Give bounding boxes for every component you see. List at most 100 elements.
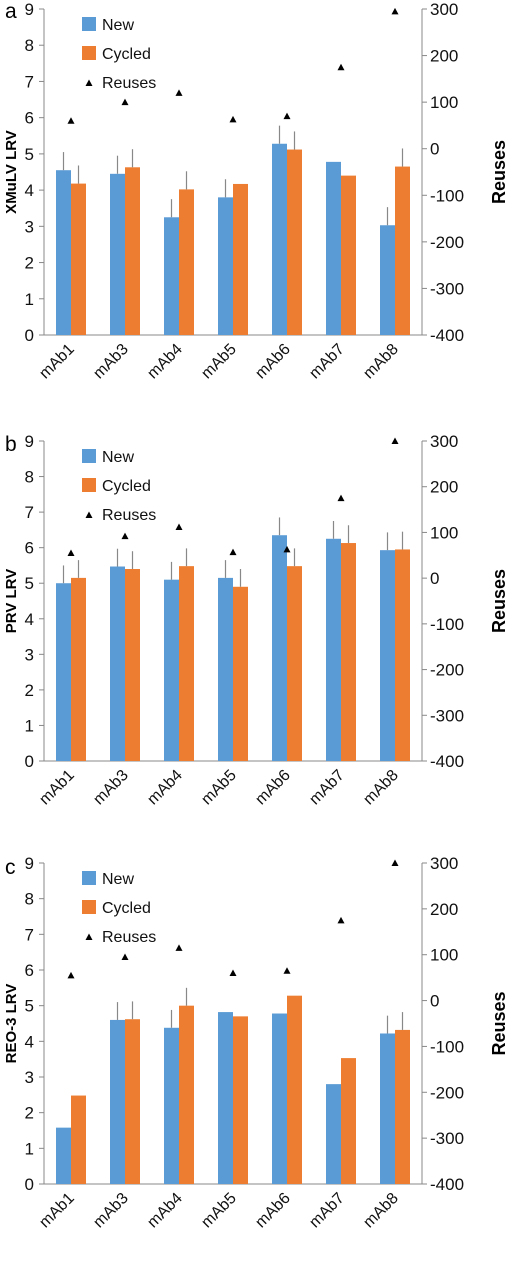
bar-new xyxy=(272,1013,287,1184)
y2-axis-title: Reuses xyxy=(489,140,509,204)
y-tick-label: 2 xyxy=(25,254,34,273)
bar-new xyxy=(110,1019,125,1184)
y2-tick-label: -100 xyxy=(430,1037,464,1056)
bar-new xyxy=(272,535,287,761)
bar-cycled xyxy=(341,1058,356,1184)
y-tick-label: 5 xyxy=(25,574,34,593)
bar-new xyxy=(218,577,233,761)
y-tick-label: 1 xyxy=(25,716,34,735)
category-label: mAb4 xyxy=(144,1190,186,1232)
bar-cycled xyxy=(233,1016,248,1184)
legend-swatch-cycled xyxy=(82,900,96,914)
bar-new xyxy=(326,161,341,335)
category-label: mAb5 xyxy=(198,1190,240,1232)
category-label: mAb6 xyxy=(252,767,294,809)
category-label: mAb7 xyxy=(306,767,348,809)
reuse-marker xyxy=(121,953,129,961)
category-label: mAb4 xyxy=(144,767,186,809)
legend-label: New xyxy=(102,449,134,466)
category-label: mAb5 xyxy=(198,767,240,809)
legend-swatch-cycled xyxy=(82,478,96,492)
y-tick-label: 8 xyxy=(25,890,34,909)
category-label: mAb3 xyxy=(90,767,132,809)
y-tick-label: 9 xyxy=(25,854,34,873)
y-tick-label: 6 xyxy=(25,109,34,128)
y2-tick-label: 100 xyxy=(430,946,458,965)
category-label: mAb1 xyxy=(36,767,78,809)
y-tick-label: 7 xyxy=(25,72,34,91)
y2-tick-label: -400 xyxy=(430,752,464,771)
y-tick-label: 9 xyxy=(25,0,34,19)
y2-tick-label: 0 xyxy=(430,140,439,159)
chart-panel-a: a 0 1 2 3 4 5 6 7 8 9 -400 -300 -200 -100 0 100 200 300 XMu… xyxy=(3,0,509,382)
reuse-marker xyxy=(175,944,183,951)
bar-new xyxy=(164,1027,179,1184)
panel-label: a xyxy=(5,0,17,23)
category-label: mAb6 xyxy=(252,1190,294,1232)
y-tick-label: 2 xyxy=(25,681,34,700)
reuse-marker xyxy=(283,112,291,120)
bar-cycled xyxy=(179,566,194,761)
y2-tick-label: 300 xyxy=(430,854,458,873)
y-axis-title: PRV LRV xyxy=(3,569,20,633)
panel-label: c xyxy=(5,856,16,879)
category-label: mAb3 xyxy=(90,1190,132,1232)
legend-marker-reuses xyxy=(85,79,93,86)
y2-tick-label: -100 xyxy=(430,615,464,634)
bar-cycled xyxy=(125,1019,140,1184)
legend-swatch-new xyxy=(82,449,96,463)
legend-label: New xyxy=(102,871,134,888)
y2-tick-label: 200 xyxy=(430,478,458,497)
bar-new xyxy=(56,170,71,335)
y-tick-label: 2 xyxy=(25,1104,34,1123)
category-label: mAb4 xyxy=(144,341,186,383)
y2-tick-label: 100 xyxy=(430,523,458,542)
bar-cycled xyxy=(233,586,248,761)
y-tick-label: 4 xyxy=(25,181,34,200)
reuse-marker xyxy=(121,532,129,540)
category-label: mAb7 xyxy=(306,341,348,383)
y-tick-label: 1 xyxy=(25,1139,34,1158)
category-label: mAb8 xyxy=(360,1190,402,1232)
y-tick-label: 3 xyxy=(25,1068,34,1087)
y2-tick-label: -200 xyxy=(430,233,464,252)
y-tick-label: 6 xyxy=(25,539,34,558)
y-tick-label: 8 xyxy=(25,36,34,55)
y-tick-label: 4 xyxy=(25,1032,34,1051)
y2-axis-title: Reuses xyxy=(489,991,509,1055)
bar-cycled xyxy=(71,1095,86,1184)
bar-new xyxy=(110,566,125,761)
category-label: mAb6 xyxy=(252,341,294,383)
reuse-marker xyxy=(337,63,345,71)
bar-new xyxy=(164,579,179,761)
y2-tick-label: 200 xyxy=(430,900,458,919)
legend-swatch-cycled xyxy=(82,46,96,60)
bar-cycled xyxy=(287,995,302,1184)
bar-new xyxy=(218,1012,233,1184)
category-label: mAb1 xyxy=(36,341,78,383)
bar-cycled xyxy=(287,149,302,335)
bar-cycled xyxy=(395,1029,410,1184)
legend-swatch-new xyxy=(82,17,96,31)
category-label: mAb3 xyxy=(90,341,132,383)
y2-tick-label: 300 xyxy=(430,0,458,19)
y2-tick-label: 200 xyxy=(430,47,458,66)
y-tick-label: 0 xyxy=(25,752,34,771)
reuse-marker xyxy=(67,971,75,979)
bar-cycled xyxy=(395,166,410,335)
category-label: mAb7 xyxy=(306,1190,348,1232)
reuse-marker xyxy=(283,967,291,974)
bar-new xyxy=(218,197,233,335)
y2-tick-label: -400 xyxy=(430,1175,464,1194)
y-tick-label: 4 xyxy=(25,610,34,629)
reuse-marker xyxy=(229,115,237,123)
y-tick-label: 0 xyxy=(25,326,34,345)
bar-cycled xyxy=(341,543,356,761)
bar-new xyxy=(380,1033,395,1184)
y-tick-label: 7 xyxy=(25,925,34,944)
y2-tick-label: 0 xyxy=(430,992,439,1011)
reuse-marker xyxy=(337,916,345,924)
y2-tick-label: -300 xyxy=(430,279,464,298)
legend-marker-reuses xyxy=(85,933,93,940)
bar-cycled xyxy=(179,189,194,335)
